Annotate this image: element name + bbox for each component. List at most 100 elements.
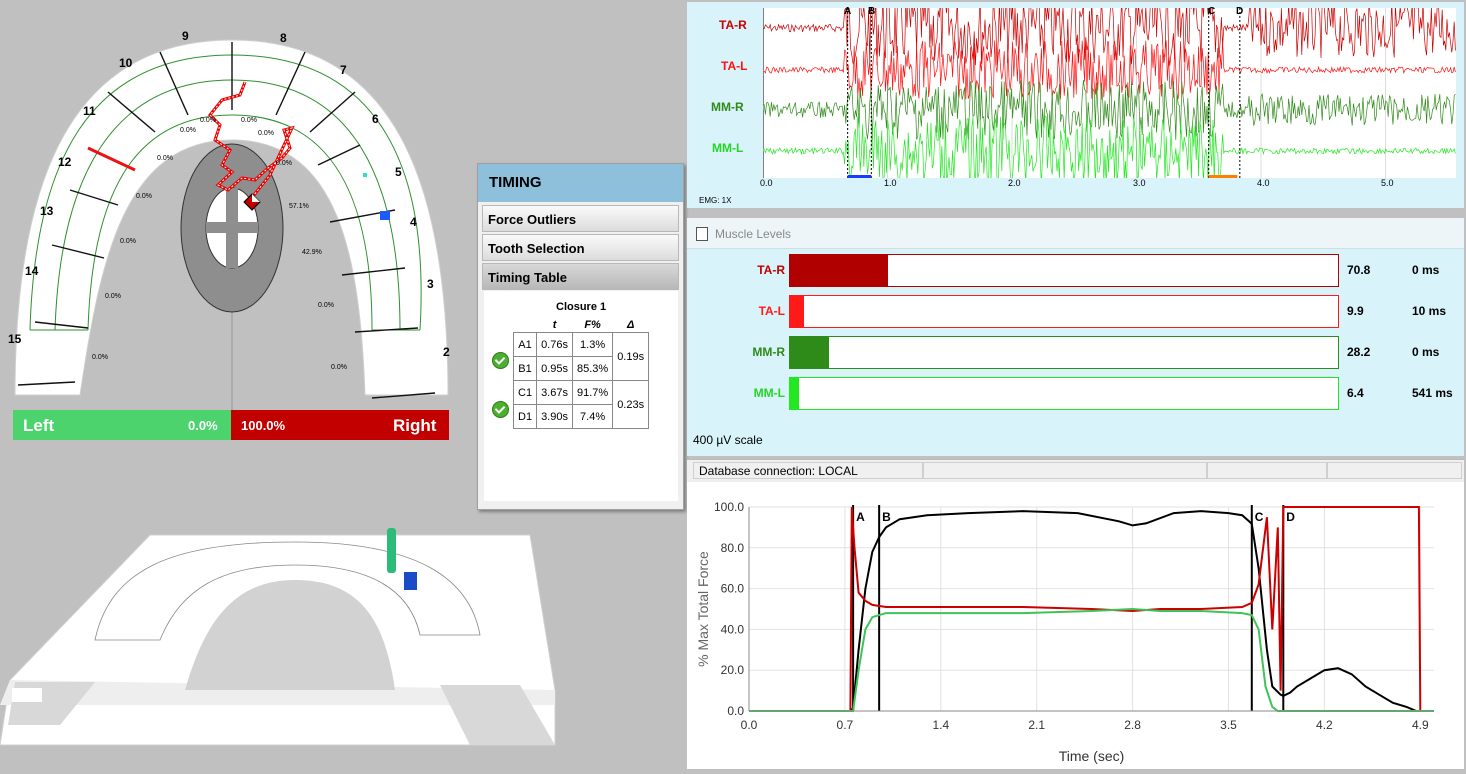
muscle-name: TA-R: [757, 263, 785, 277]
event-marker-label: A: [856, 510, 865, 524]
scale-label: 400 µV scale: [693, 433, 763, 447]
tooth-number-4: 5: [395, 165, 402, 179]
arch-2d-diagram[interactable]: [0, 0, 470, 410]
tooth-number-7: 8: [280, 31, 287, 45]
y-axis-label: % Max Total Force: [695, 551, 711, 667]
y-tick-label: 60.0: [721, 582, 745, 596]
segment-percent: 0.0%: [120, 238, 136, 245]
segment-percent: 57.1%: [289, 203, 309, 210]
segment-percent: 0.0%: [105, 293, 121, 300]
x-tick-label: 4.2: [1316, 718, 1333, 732]
muscle-onset-ms: 0 ms: [1412, 345, 1440, 359]
emg-x-tick: 2.0: [1008, 178, 1021, 188]
timing-table-body: Closure 1 t F% Δ A1 0.76s 1.3% 0.19s B1 …: [484, 291, 678, 501]
segment-percent: 0.0%: [331, 364, 347, 371]
muscle-level-fill: [790, 337, 829, 368]
event-time: 0.95s: [536, 356, 573, 381]
segment-percent: 42.9%: [302, 249, 322, 256]
timing-panel: TIMING Force Outliers Tooth Selection Ti…: [477, 163, 684, 510]
status-cell: [1327, 462, 1462, 479]
muscle-level-fill: [790, 255, 888, 286]
event-force: 7.4%: [571, 404, 614, 429]
x-tick-label: 3.5: [1220, 718, 1237, 732]
tooth-number-8: 9: [182, 29, 189, 43]
check-icon: [492, 352, 509, 369]
tooth-selection-section[interactable]: Tooth Selection: [482, 234, 679, 261]
emg-marker-label: D: [1236, 6, 1244, 17]
emg-channel-label: TA-R: [719, 18, 747, 32]
left-balance: Left 0.0%: [13, 410, 231, 440]
emg-x-tick: 5.0: [1381, 178, 1394, 188]
emg-x-tick: 1.0: [884, 178, 897, 188]
force-chart[interactable]: 0.0 0.7 1.4 2.1 2.8 3.5 4.2 4.9 0.0 20.0 40.0 60.0 8…: [687, 482, 1464, 769]
emg-marker-label: C: [1208, 6, 1216, 17]
emg-signal-panel: TA-R TA-L MM-R MM-L 0.0 1.0 2.0 3.0 4.0 …: [687, 0, 1464, 208]
muscle-level-fill: [790, 296, 804, 327]
segment-percent: 0.0%: [157, 155, 173, 162]
check-icon: [492, 401, 509, 418]
muscle-onset-ms: 0 ms: [1412, 263, 1440, 277]
timing-table-section[interactable]: Timing Table: [482, 263, 679, 290]
emg-channel-label: MM-L: [712, 141, 744, 155]
tooth-number-13: 14: [25, 264, 39, 278]
table-row[interactable]: C1 3.67s 91.7% 0.23s: [512, 380, 650, 429]
tooth-number-9: 10: [119, 56, 133, 70]
emg-plot-area[interactable]: [762, 0, 1456, 187]
event-force: 85.3%: [571, 356, 614, 381]
y-tick-label: 40.0: [721, 622, 745, 636]
timing-table: t F% Δ A1 0.76s 1.3% 0.19s B1 0.95s 85.3…: [512, 318, 650, 429]
muscle-level-track: [789, 377, 1339, 410]
x-tick-label: 2.1: [1028, 718, 1045, 732]
emg-x-tick: 0.0: [760, 178, 773, 188]
muscle-levels-panel: Muscle Levels TA-R 70.8 0 ms TA-L 9.9 10 ms MM…: [687, 218, 1464, 456]
tooth-number-6: 7: [340, 63, 347, 77]
force-outliers-section[interactable]: Force Outliers: [482, 205, 679, 232]
x-axis-label: Time (sec): [1059, 748, 1125, 764]
force-series-line: [749, 510, 1434, 712]
muscle-value: 28.2: [1347, 345, 1371, 359]
timing-title: TIMING: [478, 164, 683, 202]
muscle-levels-header: Muscle Levels: [687, 218, 1464, 249]
segment-percent: 0.0%: [318, 302, 334, 309]
left-value: 0.0%: [188, 418, 218, 433]
muscle-row-ta-l: TA-L 9.9 10 ms: [687, 295, 1464, 328]
muscle-level-track: [789, 295, 1339, 328]
event-delta: 0.19s: [612, 332, 650, 381]
emg-x-tick: 4.0: [1257, 178, 1270, 188]
table-row[interactable]: A1 0.76s 1.3% 0.19s: [512, 332, 650, 381]
col-header-t: t: [552, 319, 557, 331]
muscle-level-fill: [790, 378, 799, 409]
emg-x-tick: 3.0: [1133, 178, 1146, 188]
table-row[interactable]: D1 3.90s 7.4%: [512, 404, 649, 429]
muscle-name: MM-L: [753, 386, 785, 400]
event-time: 0.76s: [536, 332, 573, 357]
left-right-balance-bar: Left 0.0% 100.0% Right: [13, 410, 449, 440]
segment-percent: 0.0%: [241, 117, 257, 124]
muscle-value: 70.8: [1347, 263, 1371, 277]
event-time: 3.90s: [536, 404, 573, 429]
right-value: 100.0%: [241, 418, 286, 433]
x-tick-label: 4.9: [1412, 718, 1429, 732]
tooth-number-11: 12: [58, 155, 72, 169]
muscle-name: MM-R: [752, 345, 785, 359]
x-tick-label: 1.4: [932, 718, 949, 732]
muscle-level-track: [789, 254, 1339, 287]
muscle-value: 6.4: [1347, 386, 1364, 400]
emg-gain-label: EMG: 1X: [699, 196, 732, 205]
force-series-line: [749, 506, 1434, 712]
database-status: Database connection: LOCAL: [693, 462, 923, 479]
force-series-line: [749, 607, 1434, 712]
status-bar: Database connection: LOCAL: [687, 459, 1464, 482]
event-marker-label: C: [1255, 510, 1264, 524]
emg-channel-label: MM-R: [711, 100, 744, 114]
status-cell: [923, 462, 1207, 479]
segment-percent: 0.0%: [200, 117, 216, 124]
arch-3d-view[interactable]: [0, 520, 560, 769]
muscle-row-mm-l: MM-L 6.4 541 ms: [687, 377, 1464, 410]
y-tick-label: 80.0: [721, 541, 745, 555]
muscle-onset-ms: 10 ms: [1412, 304, 1447, 318]
x-tick-label: 0.7: [837, 718, 854, 732]
event-time: 3.67s: [536, 380, 573, 405]
closure-title: Closure 1: [556, 301, 607, 313]
muscle-name: TA-L: [758, 304, 785, 318]
